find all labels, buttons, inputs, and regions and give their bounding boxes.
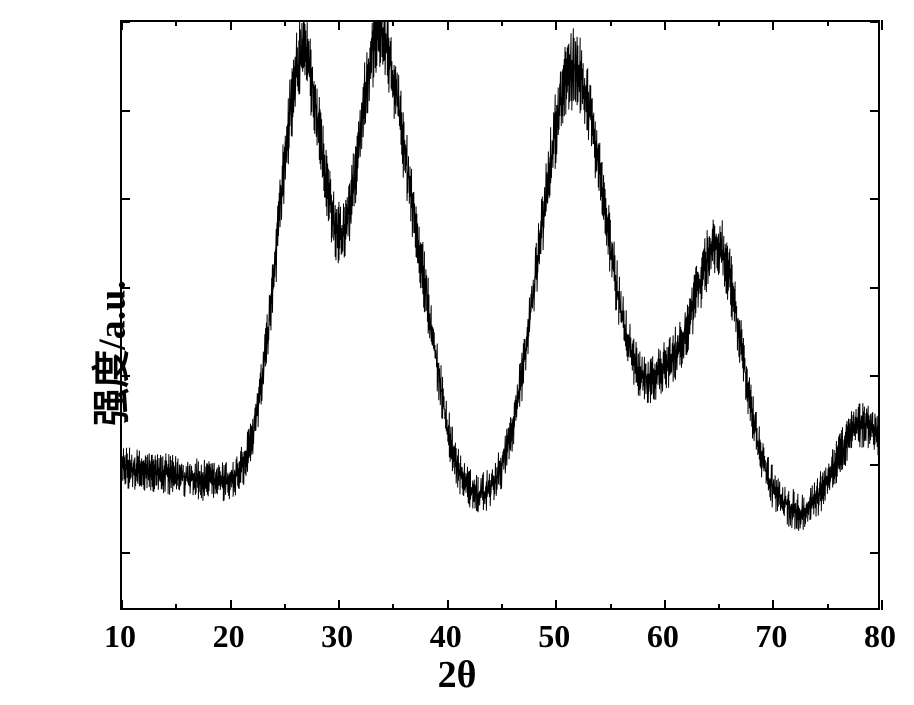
x-tick: [447, 600, 449, 610]
y-axis-label: 强度/a.u.: [80, 280, 135, 426]
y-tick-right: [870, 21, 880, 23]
y-tick-right: [870, 198, 880, 200]
x-minor-tick-top: [392, 20, 394, 26]
xrd-line-chart: [122, 22, 878, 608]
y-tick-right: [870, 552, 880, 554]
y-tick: [120, 21, 130, 23]
y-tick: [120, 198, 130, 200]
x-tick-label: 20: [209, 618, 249, 655]
x-minor-tick: [501, 604, 503, 610]
x-tick-label: 70: [751, 618, 791, 655]
y-tick: [120, 464, 130, 466]
x-tick: [772, 600, 774, 610]
x-minor-tick: [718, 604, 720, 610]
plot-area: [120, 20, 880, 610]
xrd-trace: [122, 22, 878, 531]
x-minor-tick-top: [175, 20, 177, 26]
x-tick-top: [664, 20, 666, 30]
x-minor-tick-top: [501, 20, 503, 26]
y-tick: [120, 552, 130, 554]
x-tick-top: [338, 20, 340, 30]
x-tick: [121, 600, 123, 610]
x-tick-top: [881, 20, 883, 30]
x-tick-top: [555, 20, 557, 30]
x-tick: [881, 600, 883, 610]
x-minor-tick-top: [718, 20, 720, 26]
x-tick-top: [447, 20, 449, 30]
x-tick-label: 40: [426, 618, 466, 655]
x-minor-tick: [827, 604, 829, 610]
x-tick: [555, 600, 557, 610]
x-tick: [338, 600, 340, 610]
x-tick-label: 10: [100, 618, 140, 655]
y-tick-right: [870, 464, 880, 466]
x-minor-tick-top: [827, 20, 829, 26]
x-minor-tick: [610, 604, 612, 610]
x-minor-tick: [392, 604, 394, 610]
x-minor-tick-top: [610, 20, 612, 26]
x-tick-top: [230, 20, 232, 30]
x-tick: [230, 600, 232, 610]
y-tick: [120, 110, 130, 112]
x-tick-label: 50: [534, 618, 574, 655]
x-minor-tick: [175, 604, 177, 610]
x-axis-label: 2θ: [0, 653, 914, 697]
x-tick-top: [772, 20, 774, 30]
y-tick-right: [870, 375, 880, 377]
x-tick-label: 30: [317, 618, 357, 655]
x-minor-tick-top: [284, 20, 286, 26]
y-tick-right: [870, 110, 880, 112]
x-tick: [664, 600, 666, 610]
y-tick-right: [870, 287, 880, 289]
x-tick-label: 80: [860, 618, 900, 655]
x-tick-label: 60: [643, 618, 683, 655]
x-minor-tick: [284, 604, 286, 610]
